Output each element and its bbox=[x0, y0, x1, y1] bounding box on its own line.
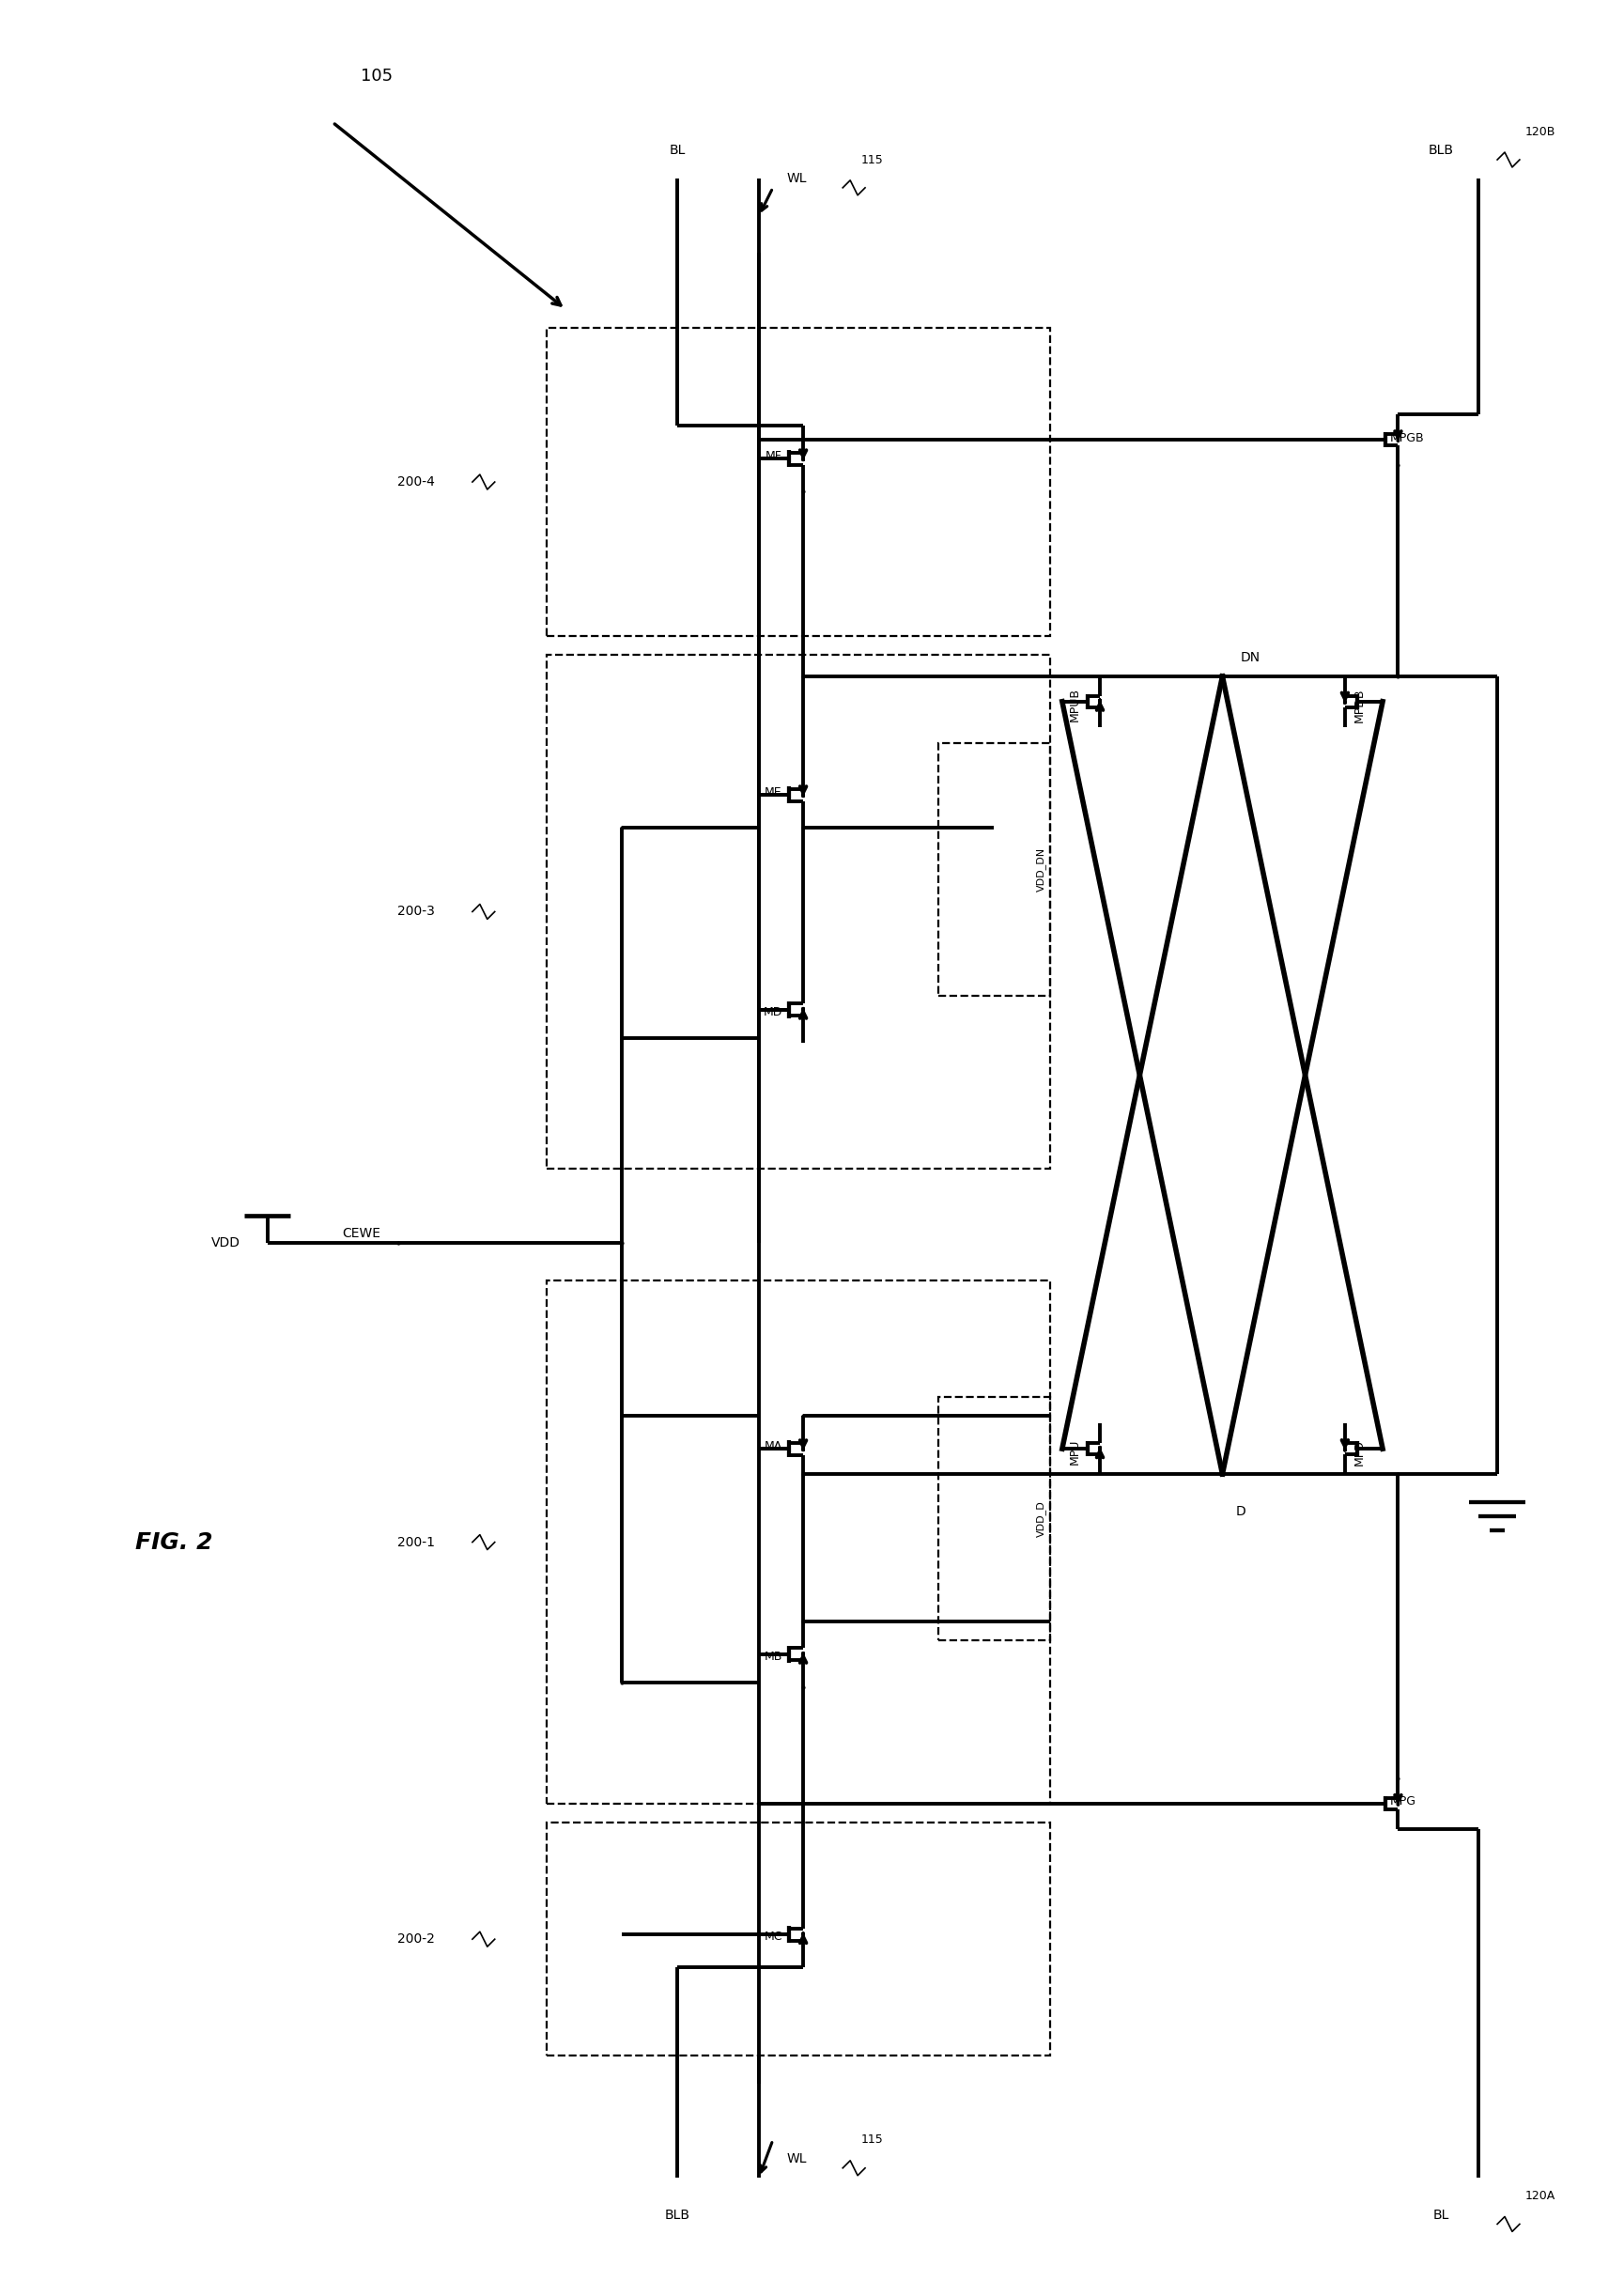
Text: WL: WL bbox=[788, 172, 807, 186]
Text: 120B: 120B bbox=[1525, 126, 1556, 138]
Text: ME: ME bbox=[765, 788, 783, 799]
Text: BLB: BLB bbox=[664, 2209, 690, 2220]
Text: CEWE: CEWE bbox=[343, 1228, 380, 1240]
Text: BL: BL bbox=[1434, 2209, 1450, 2220]
Text: 105: 105 bbox=[361, 67, 393, 85]
Bar bbox=[939, 744, 1051, 996]
Text: MPGB: MPGB bbox=[1390, 432, 1424, 443]
Text: MPD: MPD bbox=[1353, 1440, 1366, 1465]
Text: VDD: VDD bbox=[211, 1238, 240, 1249]
Text: MF: MF bbox=[765, 450, 783, 461]
Text: D: D bbox=[1236, 1504, 1246, 1518]
Text: BLB: BLB bbox=[1429, 145, 1453, 156]
Text: 200-2: 200-2 bbox=[398, 1933, 435, 1945]
Text: MA: MA bbox=[765, 1440, 783, 1453]
Text: MPG: MPG bbox=[1390, 1795, 1416, 1807]
Text: 200-4: 200-4 bbox=[398, 475, 435, 489]
Bar bbox=[939, 1398, 1051, 1639]
Bar bbox=[547, 1281, 1051, 1805]
Text: MPU: MPU bbox=[1069, 1440, 1082, 1465]
Text: VDD_D: VDD_D bbox=[1036, 1502, 1046, 1536]
Bar bbox=[547, 328, 1051, 636]
Text: FIG. 2: FIG. 2 bbox=[135, 1531, 213, 1554]
Text: 115: 115 bbox=[861, 2133, 883, 2147]
Text: 115: 115 bbox=[861, 154, 883, 165]
Text: MD: MD bbox=[763, 1006, 783, 1017]
Text: BL: BL bbox=[669, 145, 685, 156]
Text: MPDB: MPDB bbox=[1353, 689, 1366, 721]
Text: WL: WL bbox=[788, 2151, 807, 2165]
Text: VDD_DN: VDD_DN bbox=[1036, 847, 1046, 891]
Text: MC: MC bbox=[763, 1931, 783, 1942]
Text: MPUB: MPUB bbox=[1069, 689, 1082, 721]
Text: 200-3: 200-3 bbox=[398, 905, 435, 918]
Text: 200-1: 200-1 bbox=[398, 1536, 435, 1550]
Text: 120A: 120A bbox=[1525, 2190, 1556, 2202]
Text: MB: MB bbox=[763, 1651, 783, 1662]
Bar bbox=[547, 1823, 1051, 2055]
Bar bbox=[547, 654, 1051, 1169]
Text: DN: DN bbox=[1241, 652, 1260, 664]
